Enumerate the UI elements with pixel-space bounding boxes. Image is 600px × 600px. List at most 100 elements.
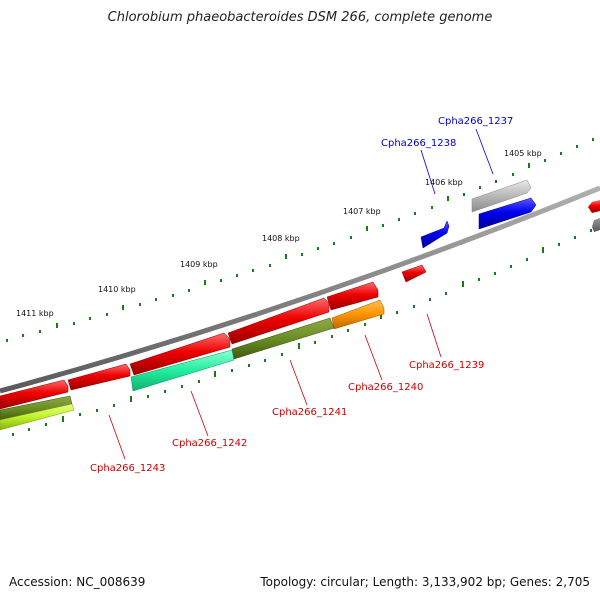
minor-tick [382, 224, 384, 227]
gene-cpha1237-arrow [478, 197, 537, 230]
minor-tick [73, 322, 75, 325]
minor-tick [560, 152, 562, 155]
minor-tick [96, 409, 98, 412]
minor-tick [333, 242, 335, 245]
minor-tick [139, 303, 141, 306]
minor-tick [592, 138, 594, 141]
minor-tick [414, 212, 416, 215]
minor-tick [198, 380, 200, 383]
gene-label-cpha1240: Cpha266_1240 [348, 382, 423, 393]
minor-tick [544, 159, 546, 162]
minor-tick [79, 413, 81, 416]
major-tick [130, 396, 132, 402]
minor-tick [314, 341, 316, 344]
minor-tick [45, 423, 47, 426]
tick-label-1405: 1405 kbp [504, 149, 542, 158]
minor-tick [188, 289, 190, 292]
minor-tick [350, 236, 352, 239]
gene-label-cpha1243: Cpha266_1243 [90, 463, 165, 474]
major-tick [122, 305, 124, 310]
connector-cpha1238 [420, 149, 436, 195]
tick-label-1407: 1407 kbp [343, 207, 381, 216]
major-tick [528, 163, 530, 168]
minor-tick [347, 329, 349, 332]
gene-red-1 [326, 281, 379, 311]
minor-tick [6, 339, 8, 342]
minor-tick [39, 330, 41, 333]
minor-tick [479, 186, 481, 189]
minor-tick [463, 193, 465, 196]
gene-edge-dark-grey [592, 218, 600, 232]
minor-tick [396, 311, 398, 314]
minor-tick [301, 253, 303, 256]
gene-labels: Cpha266_1237 Cpha266_1238 Cpha266_1239 C… [90, 116, 513, 474]
gene-label-cpha1241: Cpha266_1241 [272, 407, 347, 418]
minor-tick [147, 395, 149, 398]
minor-tick [526, 258, 528, 261]
inner-tick-scale [12, 229, 592, 436]
minor-tick [317, 247, 319, 250]
forward-strand-genes [420, 179, 600, 249]
minor-tick [172, 294, 174, 297]
major-tick [447, 196, 449, 201]
minor-tick [364, 323, 366, 326]
gene-red-3 [129, 332, 231, 376]
gene-label-cpha1237: Cpha266_1237 [438, 116, 513, 127]
minor-tick [220, 279, 222, 282]
gene-red-4 [67, 363, 131, 391]
major-tick [542, 247, 544, 253]
minor-tick [264, 359, 266, 362]
outer-tick-scale [6, 138, 594, 342]
major-tick [214, 371, 216, 377]
gene-label-cpha1239: Cpha266_1239 [409, 360, 484, 371]
tick-labels: 1405 kbp 1406 kbp 1407 kbp 1408 kbp 1409… [16, 149, 542, 318]
minor-tick [512, 173, 514, 176]
minor-tick [558, 243, 560, 246]
genome-summary-text: Topology: circular; Length: 3,133,902 bp… [260, 575, 590, 589]
minor-tick [89, 317, 91, 320]
genome-backbone [0, 185, 600, 394]
label-connectors [108, 128, 494, 460]
minor-tick [429, 298, 431, 301]
minor-tick [431, 206, 433, 209]
gene-edge-red-arrow [588, 200, 600, 213]
gene-red-2 [227, 297, 330, 345]
gene-cpha1238-arrow [420, 220, 450, 249]
gene-cpha1243-arrow [0, 403, 75, 431]
minor-tick [236, 274, 238, 277]
minor-tick [28, 428, 30, 431]
gene-cpha1237-grey-arrow [471, 179, 532, 213]
minor-tick [331, 335, 333, 338]
minor-tick [22, 334, 24, 337]
minor-tick [478, 278, 480, 281]
minor-tick [113, 404, 115, 407]
major-tick [380, 313, 382, 319]
gene-cpha1239-arrow [401, 264, 427, 283]
connector-cpha1237 [475, 128, 494, 175]
minor-tick [574, 236, 576, 239]
connector-cpha1242 [190, 390, 209, 437]
gene-red-5 [0, 379, 69, 410]
major-tick [204, 280, 206, 285]
minor-tick [181, 385, 183, 388]
tick-label-1408: 1408 kbp [262, 234, 300, 243]
connector-cpha1240 [364, 334, 383, 381]
minor-tick [12, 433, 14, 436]
gene-label-cpha1242: Cpha266_1242 [172, 438, 247, 449]
minor-tick [494, 272, 496, 275]
major-tick [366, 226, 368, 231]
minor-tick [495, 180, 497, 183]
minor-tick [510, 265, 512, 268]
major-tick [462, 281, 464, 287]
connector-cpha1241 [289, 359, 308, 406]
major-tick [62, 416, 64, 422]
tick-label-1410: 1410 kbp [98, 285, 136, 294]
minor-tick [445, 292, 447, 295]
major-tick [285, 254, 287, 259]
minor-tick [576, 145, 578, 148]
minor-tick [269, 264, 271, 267]
minor-tick [398, 218, 400, 221]
gene-cpha1242-arrow [130, 349, 235, 392]
minor-tick [248, 364, 250, 367]
